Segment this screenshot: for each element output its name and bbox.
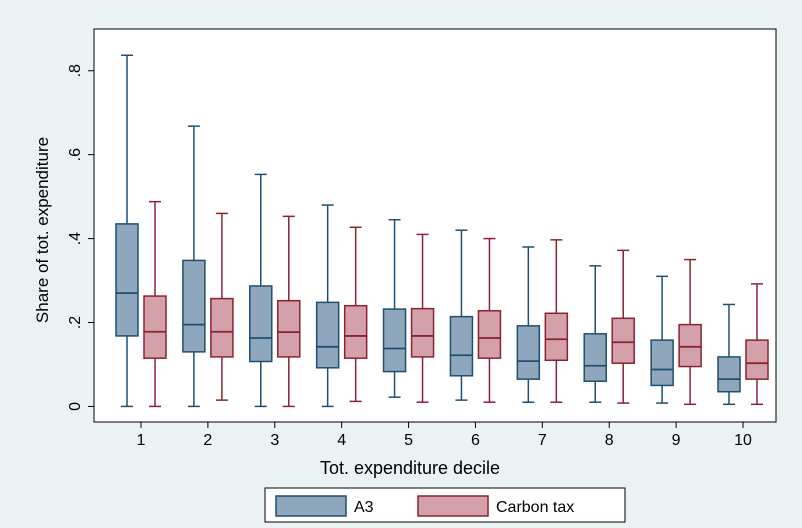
box-iqr xyxy=(611,317,635,364)
box-a3-decile-1 xyxy=(115,54,139,408)
box-carbon-tax-decile-3 xyxy=(277,215,301,408)
box-iqr xyxy=(449,315,474,377)
box-a3-decile-6 xyxy=(449,229,474,401)
box-carbon-tax-decile-10 xyxy=(745,283,769,406)
box-iqr xyxy=(315,301,340,369)
legend: A3 Carbon tax xyxy=(264,487,626,523)
box-carbon-tax-decile-7 xyxy=(544,239,569,403)
box-carbon-tax-decile-2 xyxy=(210,212,234,401)
box-iqr xyxy=(477,310,502,359)
box-iqr xyxy=(745,339,769,380)
box-a3-decile-5 xyxy=(382,218,407,398)
box-iqr xyxy=(544,312,569,362)
x-tick-label: 2 xyxy=(203,432,212,449)
box-iqr xyxy=(717,356,741,393)
box-carbon-tax-decile-6 xyxy=(477,237,502,403)
box-a3-decile-2 xyxy=(182,125,206,408)
legend-label-a3: A3 xyxy=(354,499,374,516)
y-tick-label: .2 xyxy=(67,316,84,329)
x-tick-label: 9 xyxy=(672,432,681,449)
box-iqr xyxy=(182,259,206,353)
x-tick-label: 8 xyxy=(605,432,614,449)
box-a3-decile-4 xyxy=(315,204,340,408)
chart-axes: 0 .2 .4 .6 .8 1 2 3 4 5 6 7 8 9 10 xyxy=(67,64,752,449)
box-a3-decile-8 xyxy=(583,265,607,403)
legend-swatch-carbon-tax xyxy=(417,495,489,517)
y-tick-label: .8 xyxy=(67,64,84,77)
box-iqr xyxy=(583,333,607,382)
box-a3-decile-3 xyxy=(249,173,273,408)
box-iqr xyxy=(410,307,435,358)
x-tick-label: 4 xyxy=(337,432,346,449)
box-iqr xyxy=(277,299,301,358)
box-carbon-tax-decile-1 xyxy=(143,200,167,408)
x-tick-label: 7 xyxy=(538,432,547,449)
box-iqr xyxy=(516,325,541,380)
x-axis-label: Tot. expenditure decile xyxy=(320,458,500,478)
box-iqr xyxy=(382,308,407,373)
y-tick-label: .4 xyxy=(67,232,84,245)
legend-label-carbon-tax: Carbon tax xyxy=(496,499,574,516)
x-tick-label: 3 xyxy=(270,432,279,449)
y-tick-label: 0 xyxy=(67,402,84,411)
box-iqr xyxy=(210,297,234,358)
box-carbon-tax-decile-4 xyxy=(343,226,368,403)
box-a3-decile-10 xyxy=(717,303,741,406)
box-carbon-tax-decile-5 xyxy=(410,233,435,403)
box-a3-decile-7 xyxy=(516,246,541,403)
box-a3-decile-9 xyxy=(650,275,674,404)
box-iqr xyxy=(343,304,368,359)
x-tick-label: 10 xyxy=(734,432,752,449)
box-iqr xyxy=(650,339,674,387)
box-carbon-tax-decile-9 xyxy=(678,258,702,406)
x-tick-label: 6 xyxy=(471,432,480,449)
chart-marks xyxy=(115,54,769,408)
box-iqr xyxy=(143,295,167,359)
box-iqr xyxy=(115,223,139,337)
y-axis-label: Share of tot. expenditure xyxy=(33,137,52,323)
x-tick-label: 5 xyxy=(404,432,413,449)
box-carbon-tax-decile-8 xyxy=(611,249,635,404)
y-tick-label: .6 xyxy=(67,148,84,161)
box-iqr xyxy=(678,323,702,368)
legend-swatch-a3 xyxy=(275,495,347,517)
box-iqr xyxy=(249,285,273,363)
x-tick-label: 1 xyxy=(137,432,146,449)
